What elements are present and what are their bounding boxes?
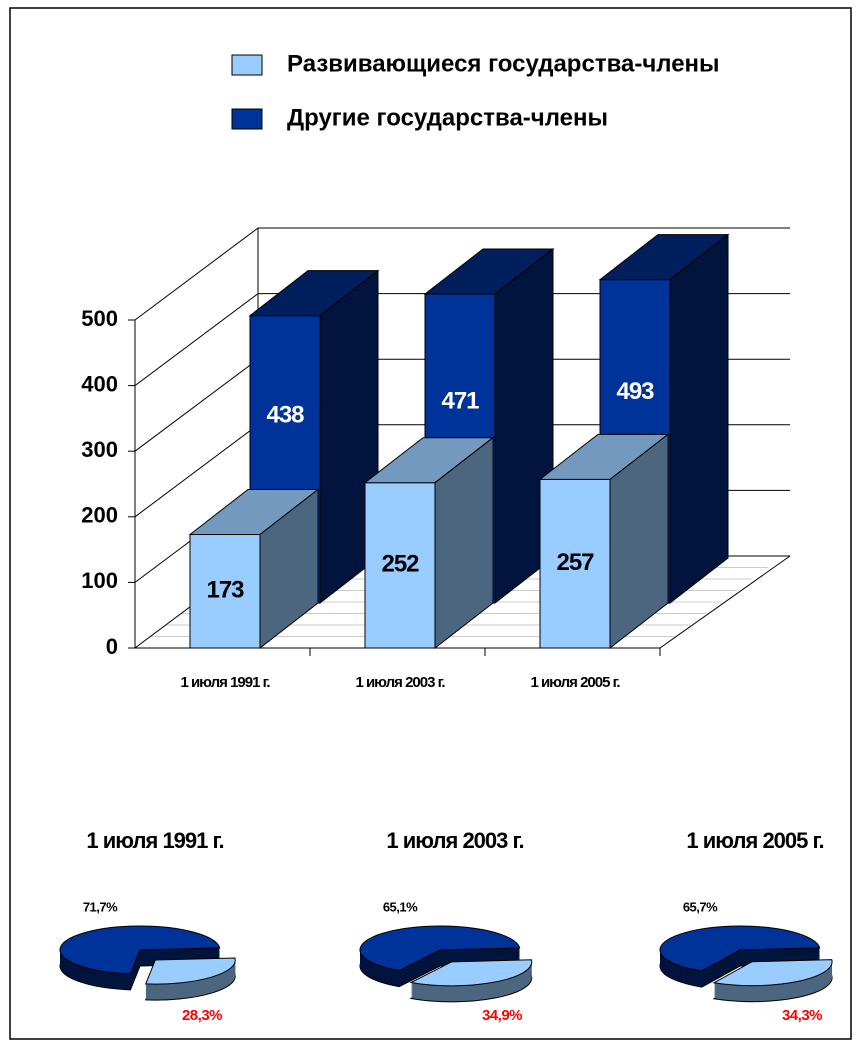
pie-label: 71,7% (83, 899, 118, 914)
x-tick-label: 1 июля 2003 г. (355, 674, 445, 691)
pie-label: 28,3% (182, 1007, 222, 1024)
pie-title: 1 июля 2003 г. (386, 828, 523, 853)
data-label: 252 (381, 551, 419, 578)
y-tick-label: 400 (81, 371, 118, 396)
bar (364, 482, 436, 649)
y-tick-label: 100 (81, 568, 118, 593)
pie-slice (409, 959, 533, 987)
legend-label: Развивающиеся государства-члены (287, 50, 720, 77)
pie-label: 65,7% (683, 899, 718, 914)
bar-side (669, 233, 729, 605)
pie-title: 1 июля 1991 г. (86, 828, 223, 853)
y-tick-label: 300 (81, 437, 118, 462)
floor-right-edge (659, 555, 791, 649)
pie-slice (59, 925, 221, 975)
pie-slice (659, 925, 821, 972)
y-tick-label: 200 (81, 503, 118, 528)
data-label: 173 (206, 577, 244, 604)
y-tick-label: 0 (106, 634, 118, 659)
grid-line (134, 227, 259, 321)
pie-slice (359, 925, 521, 972)
pie-title: 1 июля 2005 г. (686, 828, 823, 853)
bar-side (259, 488, 319, 650)
x-tick-label: 1 июля 1991 г. (180, 674, 270, 691)
grid-line (134, 424, 259, 518)
frame (9, 7, 852, 1040)
pie-label: 34,3% (782, 1007, 822, 1024)
pie-label: 34,9% (482, 1007, 522, 1024)
y-tick-label: 500 (81, 306, 118, 331)
bar (539, 478, 611, 649)
data-label: 493 (616, 378, 654, 405)
legend-swatch (231, 54, 263, 76)
legend-label: Другие государства-члены (287, 104, 608, 131)
data-label: 438 (266, 402, 304, 429)
bar-side (434, 436, 494, 650)
grid-line (134, 293, 259, 387)
bar-side (609, 433, 669, 650)
data-label: 471 (441, 388, 479, 415)
pie-slice (144, 957, 236, 985)
data-label: 257 (556, 549, 594, 576)
legend-swatch (231, 108, 263, 130)
pie-label: 65,1% (383, 899, 418, 914)
pie-slice (712, 959, 833, 987)
grid-line (134, 358, 259, 452)
bar (189, 534, 261, 649)
x-tick-label: 1 июля 2005 г. (530, 674, 620, 691)
